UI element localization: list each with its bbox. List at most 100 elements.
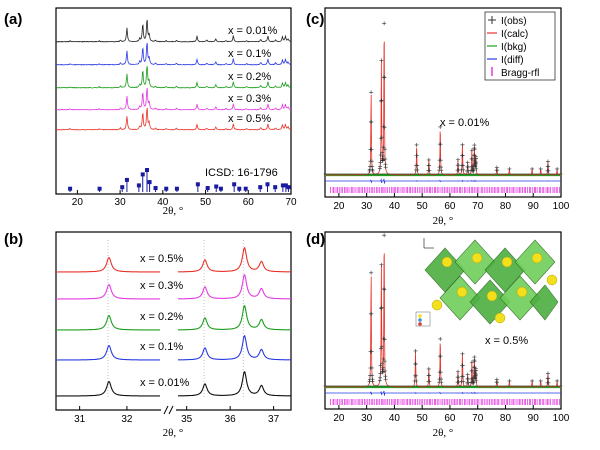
panel-d-plot: 20 30 40 50 60 70 80 90 100 xyxy=(323,233,570,424)
reference-marker-14 xyxy=(218,186,223,191)
atom xyxy=(471,252,483,264)
observed-point xyxy=(470,368,475,373)
observed-point xyxy=(382,233,387,238)
series-label-0: x = 0.5% xyxy=(228,113,271,125)
crystal-structure-inset xyxy=(415,236,559,327)
observed-point xyxy=(415,167,420,172)
observed-point xyxy=(456,375,461,380)
observed-point xyxy=(469,148,474,153)
reference-marker-1 xyxy=(97,186,102,191)
observed-point xyxy=(382,337,387,342)
observed-point xyxy=(382,359,387,364)
observed-point xyxy=(378,160,383,165)
atom xyxy=(456,286,468,298)
legend-label-2: I(bkg) xyxy=(501,42,527,53)
observed-point xyxy=(438,354,443,359)
observed-point xyxy=(507,378,512,383)
x-tick-label-right-0: 35 xyxy=(181,414,193,425)
x-tick-label-2: 40 xyxy=(157,197,169,208)
observed-point xyxy=(530,378,535,383)
pattern-1-seg0 xyxy=(56,283,160,300)
series-label-1: x = 0.3% xyxy=(140,280,183,292)
observed-point xyxy=(379,344,384,349)
observed-point xyxy=(369,147,374,152)
series-label-0: x = 0.5% xyxy=(140,253,183,265)
reference-marker-3 xyxy=(124,177,129,182)
observed-point xyxy=(470,168,475,173)
pattern-4-seg1 xyxy=(178,370,291,397)
observed-point xyxy=(469,165,474,170)
observed-point xyxy=(473,366,478,371)
observed-point xyxy=(369,119,374,124)
observed-point xyxy=(379,99,384,104)
x-tick-label-left-1: 32 xyxy=(121,414,133,425)
reference-marker-15 xyxy=(232,182,237,187)
observed-point xyxy=(474,373,479,378)
observed-point xyxy=(469,377,474,382)
observed-point xyxy=(438,124,443,129)
observed-point xyxy=(465,376,470,381)
panel-d-annotation: x = 0.5% xyxy=(485,335,528,347)
legend-label-0: I(obs) xyxy=(501,16,527,27)
reference-marker-20 xyxy=(273,185,278,190)
observed-point xyxy=(466,168,471,173)
x-tick-label-right-1: 36 xyxy=(225,414,237,425)
observed-point xyxy=(456,380,461,385)
panel-a-plot: x = 0.5% x = 0.3% x = 0.2% x = 0.1% x = 0.01… xyxy=(55,19,297,208)
observed-point xyxy=(474,166,479,171)
polyhedra-network xyxy=(424,239,559,325)
panel-c-plot: 20 30 40 50 60 70 80 90 100 xyxy=(323,21,570,212)
key-atom-blue xyxy=(418,318,422,322)
observed-point xyxy=(439,380,444,385)
observed-point xyxy=(370,373,375,378)
atom xyxy=(516,286,528,298)
observed-point xyxy=(378,363,383,368)
observed-point xyxy=(555,378,560,383)
reference-marker-12 xyxy=(205,186,210,191)
observed-point xyxy=(414,379,419,384)
inset-key xyxy=(415,311,431,327)
reference-marker-23 xyxy=(286,185,291,190)
x-tick-label-2: 40 xyxy=(389,201,401,212)
observed-point xyxy=(545,159,550,164)
observed-point xyxy=(383,368,388,373)
x-tick-label-8: 100 xyxy=(553,201,570,212)
series-label-3: x = 0.1% xyxy=(140,341,183,353)
atoms xyxy=(431,252,558,324)
atom xyxy=(501,256,513,268)
reference-marker-7 xyxy=(147,180,152,185)
reference-marker-22 xyxy=(283,183,288,188)
observed-point xyxy=(378,153,383,158)
observed-point xyxy=(439,168,444,173)
observed-point xyxy=(460,142,465,147)
reference-marker-6 xyxy=(145,168,150,172)
observed-point xyxy=(465,160,470,165)
observed-point xyxy=(507,166,512,171)
panel-c-annotation: x = 0.01% xyxy=(440,117,489,129)
observed-point xyxy=(379,135,384,140)
observed-point xyxy=(460,153,465,158)
axis-break-mark xyxy=(163,405,169,415)
x-tick-label-0: 20 xyxy=(72,197,84,208)
observed-point xyxy=(461,167,466,172)
series-label-3: x = 0.1% xyxy=(228,48,271,60)
observed-point xyxy=(380,157,385,162)
atom xyxy=(494,312,506,324)
panel-label-d: (d) xyxy=(306,231,325,248)
observed-point xyxy=(538,166,543,171)
observed-point xyxy=(473,154,478,159)
x-tick-label-4: 60 xyxy=(444,201,456,212)
x-tick-label-2: 40 xyxy=(389,413,401,424)
atom xyxy=(546,274,558,286)
observed-point xyxy=(427,379,432,384)
panel-c-xlabel: 2θ, ° xyxy=(433,215,454,227)
reference-marker-9 xyxy=(164,186,169,191)
pattern-4-seg0 xyxy=(56,380,160,397)
x-tick-label-3: 50 xyxy=(417,413,429,424)
legend-label-4: Bragg-rfl xyxy=(501,68,539,79)
observed-point xyxy=(413,361,418,366)
observed-point xyxy=(495,168,500,173)
series-label-4: x = 0.01% xyxy=(140,377,189,389)
observed-point xyxy=(380,361,385,366)
panel-label-c: (c) xyxy=(306,11,324,28)
